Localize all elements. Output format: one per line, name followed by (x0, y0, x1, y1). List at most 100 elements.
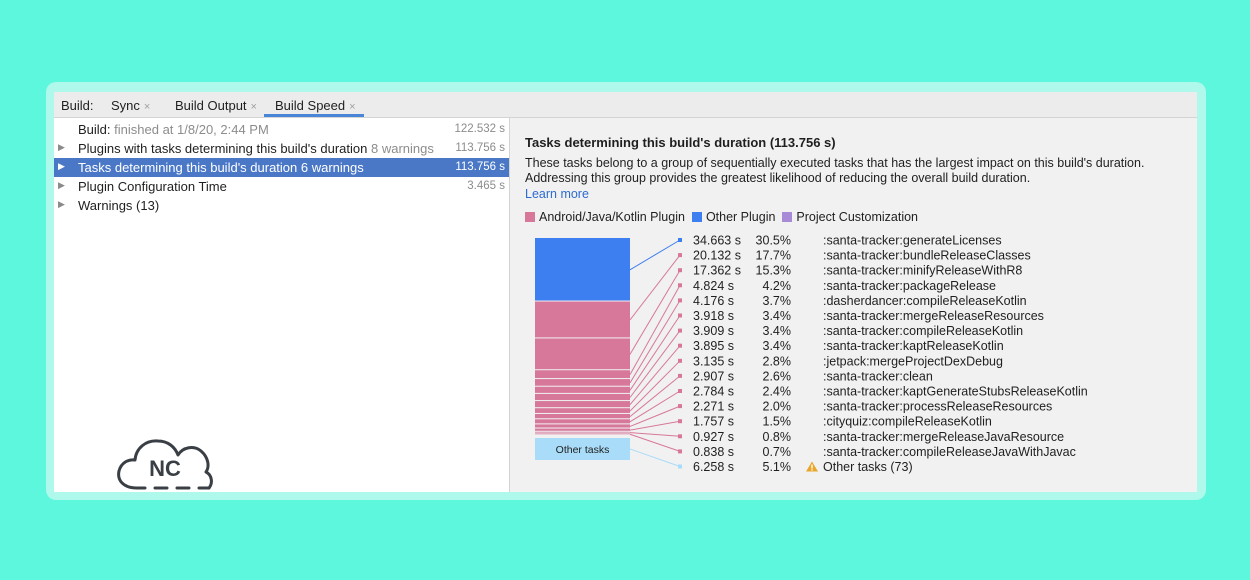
row-task: :santa-tracker:mergeReleaseJavaResource (823, 430, 1064, 444)
description-line: These tasks belong to a group of sequent… (525, 156, 1145, 170)
row-task: :santa-tracker:processReleaseResources (823, 400, 1052, 414)
bar-label: Other tasks (556, 444, 610, 456)
build-label: Build: (61, 98, 94, 113)
connector-line (629, 239, 681, 271)
row-time: 2.784 s (693, 385, 734, 399)
row-percent: 2.8% (763, 354, 792, 368)
close-icon[interactable]: × (349, 101, 356, 113)
bar-segment (535, 401, 630, 408)
row-time: 2.907 s (693, 369, 734, 383)
row-percent: 15.3% (756, 264, 791, 278)
connector-dot (678, 253, 682, 258)
connector-dot (678, 238, 682, 242)
bar-segment (535, 238, 630, 301)
row-task: Other tasks (73) (823, 460, 913, 474)
row-time: 0.838 s (693, 445, 734, 459)
connector-dot (678, 283, 682, 288)
bar-segment (535, 386, 630, 393)
connector-line (629, 432, 681, 437)
tab-build-output[interactable]: Build Output × (175, 98, 257, 117)
row-percent: 3.4% (763, 339, 792, 353)
details-panel: Tasks determining this build's duration … (510, 118, 1197, 492)
connector-dot (678, 328, 682, 333)
bar-segment (535, 370, 630, 379)
row-task: :santa-tracker:compileReleaseJavaWithJav… (823, 445, 1076, 459)
row-task: :santa-tracker:compileReleaseKotlin (823, 324, 1023, 338)
tab-build-speed[interactable]: Build Speed × (264, 98, 364, 117)
bar-segment (535, 424, 630, 428)
row-time: 4.824 s (693, 279, 734, 293)
row-time: 1.757 s (693, 415, 734, 429)
connector-dot (678, 389, 682, 393)
tree-row-label: Tasks determining this build's duration … (78, 160, 364, 175)
bar-segment (535, 428, 630, 431)
tree-row-time: 113.756 s (455, 142, 505, 154)
legend: Android/Java/Kotlin Plugin Other Plugin Pr… (525, 210, 925, 224)
row-percent: 0.7% (763, 445, 792, 459)
tab-build-output-label: Build Output (175, 98, 247, 113)
tree-row-time: 122.532 s (454, 123, 505, 135)
tab-sync[interactable]: Sync × (111, 98, 150, 117)
tree-row[interactable]: ▶ Plugins with tasks determining this bui… (54, 139, 509, 158)
tree-row-label: Warnings (13) (78, 198, 160, 213)
close-icon[interactable]: × (143, 101, 151, 113)
tree-row[interactable]: ▶ Warnings (13) (54, 196, 509, 215)
connector-dot (678, 298, 682, 303)
tree-row-label: Build: finished at 1/8/20, 2:44 PM (78, 122, 269, 137)
bar-segment (535, 413, 630, 419)
connector-dot (678, 268, 682, 273)
expand-arrow-icon[interactable]: ▶ (58, 180, 65, 190)
learn-more-link[interactable]: Learn more (525, 187, 589, 201)
bar-segment (535, 408, 630, 413)
row-time: 3.909 s (693, 324, 734, 338)
bar-segment (535, 438, 630, 460)
row-task: :cityquiz:compileReleaseKotlin (823, 415, 992, 429)
legend-swatch (525, 212, 535, 222)
connector-dot (678, 358, 682, 363)
connector-dot (678, 449, 682, 454)
row-task: :santa-tracker:bundleReleaseClasses (823, 249, 1031, 263)
connector-line (629, 360, 681, 412)
connector-line (629, 375, 681, 418)
row-task: :santa-tracker:clean (823, 369, 933, 383)
bar-segment (535, 338, 630, 370)
panel-description: These tasks belong to a group of sequent… (525, 156, 1195, 186)
tree-row[interactable]: ▶ Tasks determining this build's duration… (54, 158, 509, 177)
connector-line (629, 433, 681, 452)
row-time: 3.895 s (693, 339, 734, 353)
row-percent: 4.2% (763, 279, 792, 293)
row-task: :santa-tracker:kaptGenerateStubsReleaseK… (823, 385, 1088, 399)
connector-dot (678, 373, 682, 378)
connector-line (629, 300, 681, 384)
row-time: 17.362 s (693, 264, 741, 278)
expand-arrow-icon[interactable]: ▶ (58, 199, 65, 209)
connector-line (629, 420, 681, 431)
connector-line (629, 405, 681, 427)
connector-line (629, 345, 681, 405)
row-percent: 3.4% (763, 324, 792, 338)
row-percent: 17.7% (756, 249, 791, 263)
tree-row[interactable]: ▶ Plugin Configuration Time 3.465 s (54, 177, 509, 196)
row-percent: 2.6% (763, 369, 792, 383)
row-percent: 30.5% (756, 234, 791, 248)
tree-row[interactable]: Build: finished at 1/8/20, 2:44 PM 122.53… (54, 120, 509, 139)
row-percent: 5.1% (763, 460, 792, 474)
expand-arrow-icon[interactable]: ▶ (58, 142, 65, 152)
row-time: 3.918 s (693, 309, 734, 323)
build-tree: Build: finished at 1/8/20, 2:44 PM 122.53… (54, 118, 510, 492)
row-task: :santa-tracker:kaptReleaseKotlin (823, 339, 1004, 353)
tasks-chart: Other tasks 34.663 s 30.5%:santa-tracker:g… (535, 234, 1088, 474)
panel-title: Tasks determining this build's duration … (525, 135, 836, 150)
legend-item: Android/Java/Kotlin Plugin (525, 210, 685, 224)
connector-dot (678, 464, 682, 469)
bar-segment (535, 301, 630, 338)
row-percent: 3.4% (763, 309, 792, 323)
row-percent: 0.8% (763, 430, 792, 444)
row-time: 20.132 s (693, 249, 741, 263)
connector-dot (678, 419, 682, 424)
connector-line (629, 269, 681, 355)
close-icon[interactable]: × (250, 101, 257, 113)
connector-line (629, 448, 681, 467)
expand-arrow-icon[interactable]: ▶ (58, 161, 65, 171)
nc-cloud-logo: NC (117, 439, 213, 490)
